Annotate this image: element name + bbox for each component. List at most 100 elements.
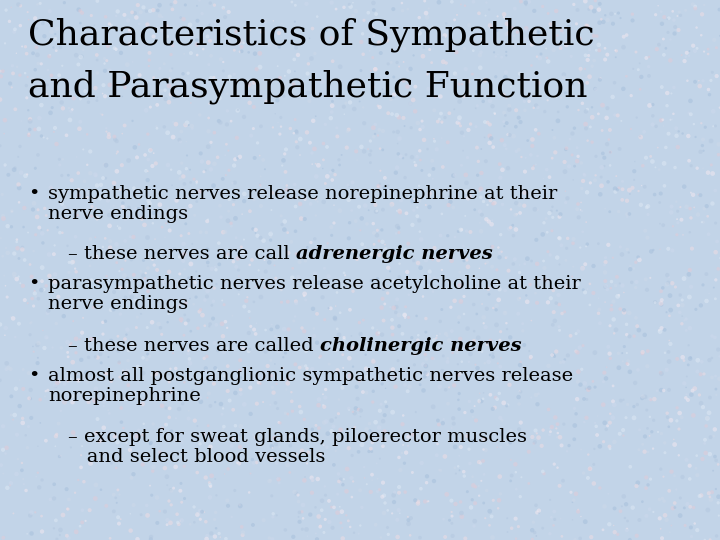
Point	[12, 244, 23, 253]
Point	[502, 528, 513, 536]
Point	[462, 432, 473, 441]
Point	[305, 445, 317, 454]
Point	[184, 165, 196, 174]
Point	[293, 497, 305, 506]
Point	[161, 32, 173, 41]
Point	[699, 439, 711, 448]
Point	[647, 246, 659, 254]
Point	[289, 55, 300, 64]
Point	[680, 326, 692, 335]
Point	[555, 358, 567, 367]
Point	[387, 93, 399, 102]
Point	[122, 16, 134, 25]
Point	[621, 330, 632, 339]
Point	[91, 51, 102, 59]
Point	[150, 345, 161, 353]
Point	[109, 76, 121, 85]
Point	[7, 314, 19, 323]
Point	[647, 157, 658, 166]
Point	[306, 474, 318, 482]
Point	[174, 428, 185, 437]
Point	[377, 205, 389, 214]
Point	[598, 377, 609, 386]
Point	[274, 443, 286, 451]
Point	[530, 125, 541, 134]
Point	[382, 264, 394, 272]
Point	[11, 235, 22, 244]
Point	[551, 424, 562, 433]
Point	[103, 132, 114, 141]
Point	[609, 528, 621, 537]
Point	[73, 476, 84, 484]
Point	[33, 483, 45, 491]
Point	[408, 195, 420, 204]
Point	[179, 265, 190, 274]
Point	[559, 355, 570, 364]
Point	[387, 330, 398, 339]
Point	[73, 60, 84, 69]
Point	[343, 406, 355, 414]
Point	[171, 510, 183, 518]
Point	[318, 401, 329, 409]
Point	[210, 475, 221, 483]
Point	[112, 513, 124, 522]
Point	[604, 207, 616, 216]
Point	[174, 404, 185, 413]
Point	[454, 466, 465, 475]
Point	[631, 322, 643, 330]
Point	[343, 183, 355, 191]
Point	[390, 308, 402, 317]
Point	[686, 244, 698, 253]
Point	[310, 421, 322, 430]
Point	[470, 104, 482, 112]
Point	[122, 366, 134, 375]
Point	[130, 323, 142, 332]
Point	[380, 245, 392, 253]
Point	[172, 518, 184, 527]
Point	[121, 394, 132, 403]
Point	[439, 82, 451, 90]
Point	[479, 359, 490, 368]
Point	[184, 355, 195, 363]
Point	[289, 180, 301, 189]
Point	[513, 522, 524, 531]
Point	[322, 252, 333, 261]
Point	[107, 305, 119, 314]
Point	[668, 83, 680, 92]
Point	[640, 275, 652, 284]
Point	[588, 377, 599, 386]
Point	[379, 411, 390, 420]
Point	[561, 40, 572, 49]
Point	[598, 400, 609, 409]
Point	[105, 306, 117, 314]
Point	[366, 438, 378, 447]
Point	[9, 105, 21, 113]
Point	[233, 285, 245, 294]
Point	[410, 107, 421, 116]
Point	[331, 325, 343, 333]
Point	[503, 105, 515, 114]
Point	[505, 83, 517, 91]
Point	[374, 423, 385, 432]
Point	[8, 509, 19, 518]
Point	[456, 296, 467, 305]
Point	[611, 326, 622, 334]
Point	[659, 438, 670, 447]
Point	[581, 395, 593, 404]
Point	[507, 433, 518, 442]
Point	[599, 44, 611, 52]
Point	[600, 282, 612, 291]
Point	[423, 171, 435, 179]
Point	[568, 496, 580, 504]
Point	[547, 350, 559, 359]
Point	[175, 138, 186, 146]
Point	[261, 97, 272, 105]
Point	[678, 183, 690, 191]
Point	[124, 40, 135, 49]
Point	[141, 501, 153, 510]
Point	[127, 341, 139, 350]
Point	[282, 248, 294, 257]
Point	[451, 11, 463, 19]
Point	[202, 287, 213, 295]
Point	[424, 245, 436, 253]
